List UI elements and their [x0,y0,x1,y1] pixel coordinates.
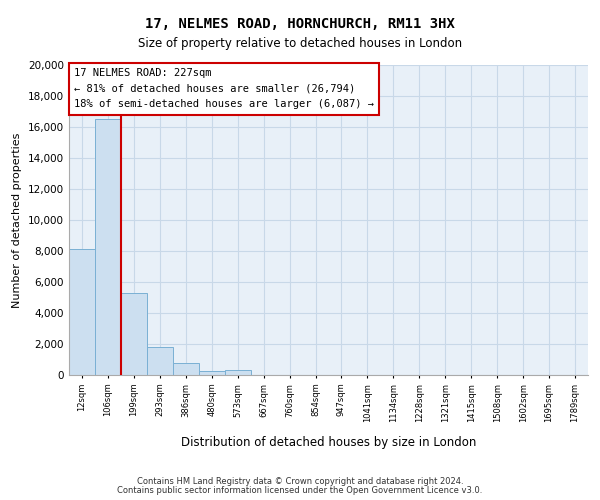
Bar [173,363,199,375]
Bar [199,370,224,375]
Text: 17 NELMES ROAD: 227sqm
← 81% of detached houses are smaller (26,794)
18% of semi: 17 NELMES ROAD: 227sqm ← 81% of detached… [74,68,374,110]
Bar [147,347,173,375]
Y-axis label: Number of detached properties: Number of detached properties [13,132,22,308]
Bar [95,119,121,375]
Text: Contains public sector information licensed under the Open Government Licence v3: Contains public sector information licen… [118,486,482,495]
Text: Size of property relative to detached houses in London: Size of property relative to detached ho… [138,38,462,51]
Text: Contains HM Land Registry data © Crown copyright and database right 2024.: Contains HM Land Registry data © Crown c… [137,477,463,486]
X-axis label: Distribution of detached houses by size in London: Distribution of detached houses by size … [181,436,476,448]
Text: 17, NELMES ROAD, HORNCHURCH, RM11 3HX: 17, NELMES ROAD, HORNCHURCH, RM11 3HX [145,18,455,32]
Bar [121,293,147,375]
Bar [69,250,95,375]
Bar [225,370,251,375]
